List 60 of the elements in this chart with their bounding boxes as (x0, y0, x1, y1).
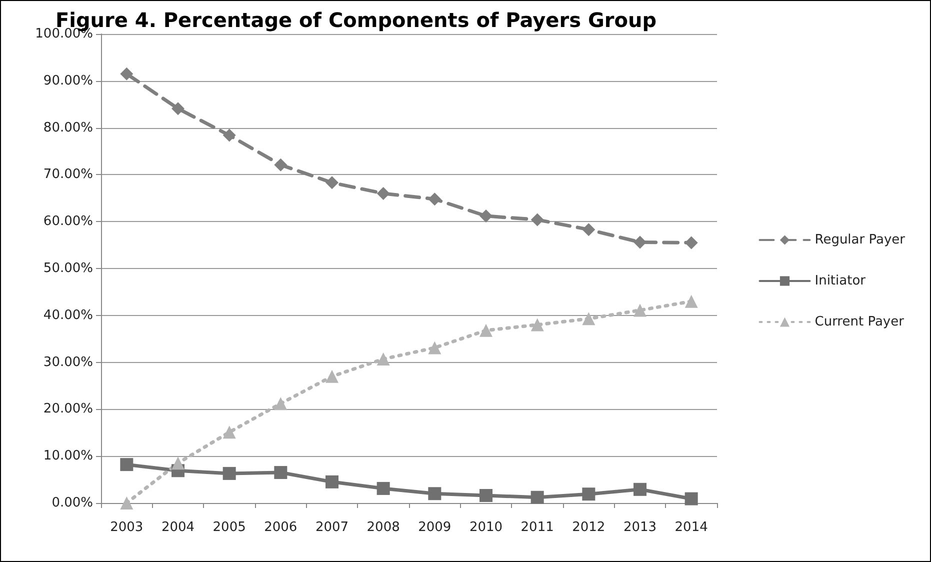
x-tick-label: 2005 (212, 520, 246, 535)
y-tick-label: 20.00% (43, 402, 93, 417)
y-tick-label: 80.00% (43, 120, 93, 136)
point (530, 213, 544, 226)
point (530, 490, 544, 504)
y-tick-label: 30.00% (43, 354, 93, 370)
point (582, 223, 596, 236)
point (480, 324, 492, 337)
point (428, 341, 442, 354)
point (684, 492, 698, 506)
point (634, 482, 646, 496)
legend-label: Current Payer (814, 314, 905, 330)
point (274, 397, 288, 410)
point (428, 487, 442, 500)
point (222, 466, 236, 480)
point (326, 176, 338, 190)
x-tick-label: 2007 (315, 520, 349, 535)
x-tick-label: 2010 (469, 520, 503, 535)
point (120, 496, 134, 510)
x-tick-label: 2003 (110, 520, 144, 535)
point (530, 318, 544, 332)
y-tick-label: 10.00% (43, 448, 93, 464)
point (172, 456, 184, 470)
point (274, 158, 288, 172)
x-tick-label: 2013 (623, 520, 657, 535)
point (480, 209, 492, 222)
point (326, 370, 338, 383)
y-tick-label: 50.00% (43, 261, 93, 276)
point (634, 236, 646, 249)
point (326, 475, 338, 488)
x-tick-label: 2004 (161, 520, 195, 535)
point (222, 128, 236, 142)
y-tick-label: 90.00% (43, 73, 93, 88)
x-tick-label: 2014 (674, 520, 708, 535)
point (172, 102, 184, 116)
point (582, 312, 596, 326)
legend-label: Initiator (814, 274, 866, 288)
point (376, 482, 390, 495)
point (684, 294, 698, 308)
x-tick-label: 2009 (418, 520, 452, 535)
point (634, 304, 646, 317)
point (274, 466, 288, 480)
y-tick-label: 0.00% (52, 496, 93, 510)
point (376, 186, 390, 200)
x-tick-label: 2006 (264, 520, 298, 535)
point (582, 488, 596, 501)
x-tick-label: 2012 (572, 520, 606, 535)
point (428, 192, 442, 206)
point (222, 426, 236, 439)
y-tick-label: 70.00% (43, 167, 93, 182)
point (480, 488, 492, 502)
y-tick-label: 40.00% (43, 308, 93, 323)
x-tick-label: 2008 (366, 520, 400, 535)
point (120, 67, 134, 80)
point (120, 458, 134, 472)
x-tick-label: 2011 (520, 520, 554, 535)
legend-label: Regular Payer (814, 232, 906, 248)
point (684, 236, 698, 250)
y-tick-label: 60.00% (43, 214, 93, 230)
point (376, 352, 390, 366)
